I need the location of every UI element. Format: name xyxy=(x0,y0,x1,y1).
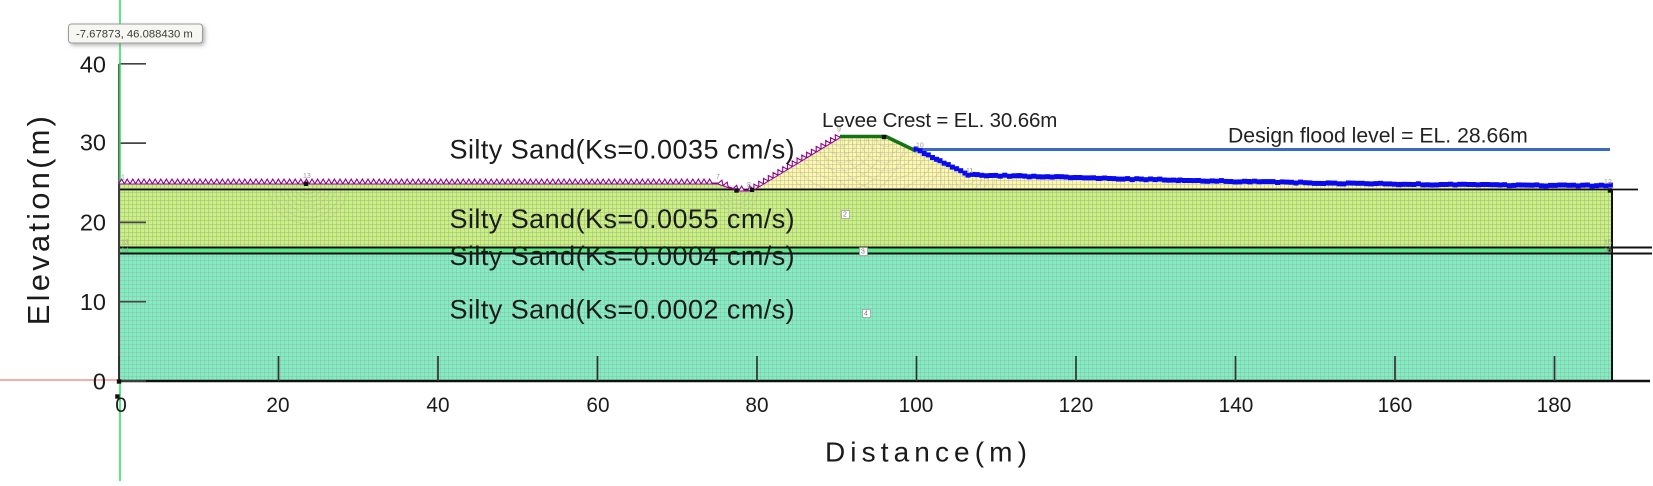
svg-text:160: 160 xyxy=(1378,394,1413,417)
svg-text:40: 40 xyxy=(80,51,106,77)
svg-text:9: 9 xyxy=(837,127,841,134)
svg-text:10: 10 xyxy=(916,143,924,150)
svg-text:14: 14 xyxy=(121,248,129,255)
svg-text:180: 180 xyxy=(1537,394,1572,417)
svg-text:13: 13 xyxy=(121,240,129,247)
svg-text:7: 7 xyxy=(716,174,720,181)
svg-text:Silty Sand(Ks=0.0035 cm/s): Silty Sand(Ks=0.0035 cm/s) xyxy=(450,135,796,165)
svg-text:2: 2 xyxy=(843,212,847,219)
svg-text:16: 16 xyxy=(1604,248,1612,255)
svg-text:3: 3 xyxy=(861,249,865,256)
svg-text:-7.67873, 46.088430 m: -7.67873, 46.088430 m xyxy=(76,29,193,41)
svg-text:15: 15 xyxy=(1604,240,1612,247)
svg-text:Levee Crest = EL. 30.66m: Levee Crest = EL. 30.66m xyxy=(822,109,1057,132)
svg-text:0: 0 xyxy=(115,394,127,417)
svg-text:20: 20 xyxy=(80,210,106,236)
svg-text:30: 30 xyxy=(80,130,106,156)
svg-text:80: 80 xyxy=(745,394,768,417)
svg-text:Design flood level = EL. 28.66: Design flood level = EL. 28.66m xyxy=(1228,125,1528,148)
svg-text:12: 12 xyxy=(1604,179,1612,186)
svg-text:40: 40 xyxy=(426,394,449,417)
svg-text:100: 100 xyxy=(899,394,934,417)
svg-text:Silty Sand(Ks=0.0002 cm/s): Silty Sand(Ks=0.0002 cm/s) xyxy=(450,295,796,325)
svg-text:10: 10 xyxy=(80,289,106,315)
svg-text:13: 13 xyxy=(303,173,311,180)
svg-text:1: 1 xyxy=(121,175,125,182)
svg-text:140: 140 xyxy=(1219,394,1254,417)
svg-text:0: 0 xyxy=(93,369,106,395)
svg-text:120: 120 xyxy=(1059,394,1094,417)
svg-text:8: 8 xyxy=(747,182,751,189)
svg-text:60: 60 xyxy=(586,394,609,417)
svg-text:Silty Sand(Ks=0.0004 cm/s): Silty Sand(Ks=0.0004 cm/s) xyxy=(450,241,796,271)
svg-text:4: 4 xyxy=(864,311,868,318)
svg-text:Silty Sand(Ks=0.0055 cm/s): Silty Sand(Ks=0.0055 cm/s) xyxy=(450,204,796,234)
svg-text:Elevation(m): Elevation(m) xyxy=(21,113,56,325)
svg-text:20: 20 xyxy=(266,394,289,417)
svg-text:11: 11 xyxy=(966,168,973,175)
svg-text:Distance(m): Distance(m) xyxy=(825,437,1032,468)
